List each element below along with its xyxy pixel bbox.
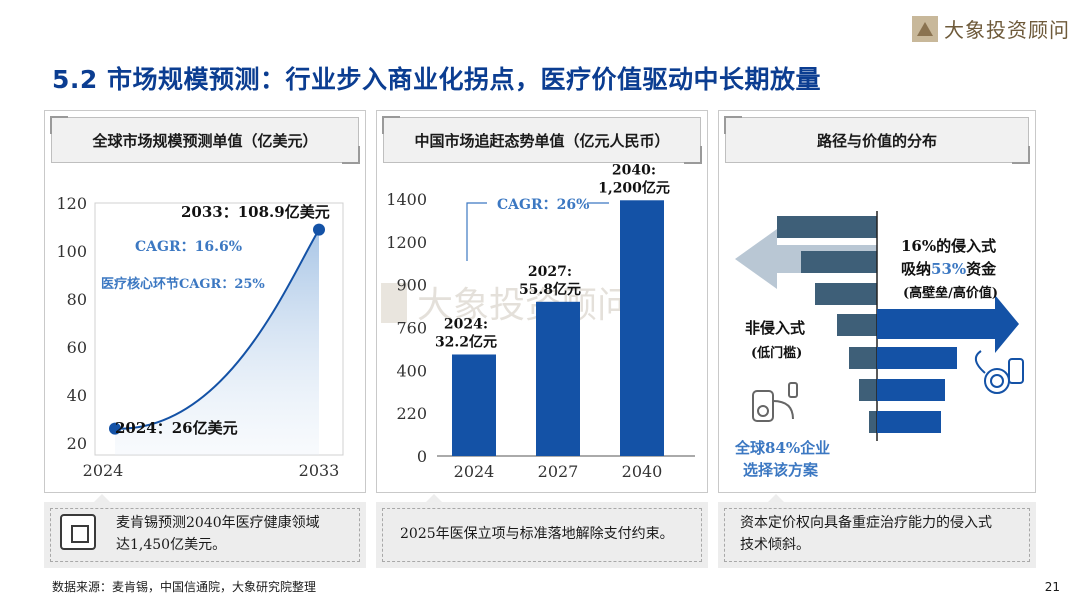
invasive-line3: (高壁垒/高价值) xyxy=(903,285,998,301)
funnel-bars xyxy=(777,216,877,433)
right-bar-1 xyxy=(877,347,957,369)
series-line xyxy=(114,229,320,430)
data-label: 2040: xyxy=(612,162,656,178)
elephant-logo-icon xyxy=(912,15,938,42)
page-title: 5.2 市场规模预测：行业步入商业化拐点，医疗价值驱动中长期放量 xyxy=(52,65,821,94)
panel-title: 中国市场追赶态势单值（亿元人民币） xyxy=(382,116,702,164)
funnel-bar-5 xyxy=(849,347,877,369)
value-distribution-diagram: 16%的侵入式 吸纳53%资金 (高壁垒/高价值) 非侵入式 (低门槛) 全球8… xyxy=(734,211,1024,479)
y-tick-label: 120 xyxy=(56,194,87,213)
y-tick-label: 80 xyxy=(67,290,87,309)
right-bars xyxy=(877,347,957,433)
note-distribution: 资本定价权向具备重症治疗能力的侵入式 技术倾斜。 xyxy=(718,494,1036,568)
y-tick-label: 1200 xyxy=(386,233,427,252)
y-tick-label: 400 xyxy=(396,361,427,380)
area-fill xyxy=(115,229,319,455)
y-tick-label: 220 xyxy=(396,404,427,423)
panel-global-market: 全球市场规模预测单值（亿美元） 20 40 60 80 100 120 2024 2033 2… xyxy=(44,110,366,493)
panel-china-market: 中国市场追赶态势单值（亿元人民币） 大象投资顾问 0 220 400 760 900 12… xyxy=(376,110,708,493)
annotation-start: 2024：26亿美元 xyxy=(115,419,238,437)
note-china: 2025年医保立项与标准落地解除支付约束。 xyxy=(376,494,708,568)
svg-text:大象投资顾问: 大象投资顾问 xyxy=(417,285,633,326)
data-point-2033 xyxy=(313,223,325,236)
y-tick-label: 760 xyxy=(396,319,427,338)
note-line: 达1,450亿美元。 xyxy=(116,537,227,553)
x-tick-label: 2033 xyxy=(299,461,340,480)
enterprise-line1: 全球84%企业 xyxy=(734,439,830,457)
y-tick-label: 900 xyxy=(396,276,427,295)
funnel-bar-6 xyxy=(859,379,877,401)
right-bar-2 xyxy=(877,379,945,401)
annotation-core-cagr: 医疗核心环节CAGR：25% xyxy=(101,276,265,292)
x-tick-label: 2027 xyxy=(538,462,579,481)
data-label: 32.2亿元 xyxy=(435,333,497,350)
panel-value-distribution: 路径与价值的分布 16%的侵入式 吸纳53%资金 (高壁垒/高价值) 非侵入式 … xyxy=(718,110,1036,493)
bar-2027 xyxy=(536,301,580,456)
y-tick-label: 1400 xyxy=(386,190,427,209)
data-label: 2027: xyxy=(528,264,572,280)
funnel-bar-1 xyxy=(777,216,877,238)
data-label: 2024: xyxy=(444,316,488,332)
panel-title: 全球市场规模预测单值（亿美元） xyxy=(50,116,360,164)
y-tick-label: 100 xyxy=(56,242,87,261)
note-line: 技术倾斜。 xyxy=(740,537,810,553)
x-tick-label: 2040 xyxy=(622,462,663,481)
data-point-2024 xyxy=(109,422,121,435)
global-market-chart: 20 40 60 80 100 120 2024 2033 2033：108.9亿美元 CAG… xyxy=(56,194,344,480)
y-tick-label: 40 xyxy=(67,386,87,405)
brand-name: 大象投资顾问 xyxy=(944,18,1070,42)
page-number: 21 xyxy=(1044,580,1060,594)
y-tick-label: 20 xyxy=(67,434,87,453)
bar-2040 xyxy=(620,200,664,456)
cagr-bracket: CAGR：26% xyxy=(466,197,609,261)
panel-title: 路径与价值的分布 xyxy=(724,116,1030,164)
funnel-bar-4 xyxy=(837,314,877,336)
enterprise-line2: 选择该方案 xyxy=(743,461,819,479)
annotation-cagr: CAGR：16.6% xyxy=(135,239,242,255)
right-bar-3 xyxy=(877,411,941,433)
note-line: 2025年医保立项与标准落地解除支付约束。 xyxy=(400,526,674,542)
china-market-chart: 大象投资顾问 0 220 400 760 900 1200 1400 2024 2024:32… xyxy=(381,162,695,481)
implant-device-icon xyxy=(974,350,1024,394)
wearable-device-icon xyxy=(752,382,798,422)
note-global: 麦肯锡预测2040年医疗健康领域 达1,450亿美元。 xyxy=(44,494,366,568)
right-arrow xyxy=(877,295,1019,353)
non-invasive-line2: (低门槛) xyxy=(751,345,802,361)
annotation-end: 2033：108.9亿美元 xyxy=(181,203,330,221)
x-tick-label: 2024 xyxy=(454,462,495,481)
note-line: 资本定价权向具备重症治疗能力的侵入式 xyxy=(740,515,992,531)
data-source: 数据来源：麦肯锡，中国信通院，大象研究院整理 xyxy=(52,580,317,594)
non-invasive-line1: 非侵入式 xyxy=(745,319,805,337)
funnel-bar-7 xyxy=(869,411,877,433)
watermark: 大象投资顾问 xyxy=(381,283,633,326)
funnel-bar-2 xyxy=(801,251,877,273)
note-line: 麦肯锡预测2040年医疗健康领域 xyxy=(116,515,320,531)
data-label: 1,200亿元 xyxy=(598,179,670,196)
funnel-bar-3 xyxy=(815,283,877,305)
invasive-line2: 吸纳53%资金 xyxy=(901,260,997,278)
y-tick-label: 60 xyxy=(67,338,87,357)
invasive-line1: 16%的侵入式 xyxy=(901,237,996,255)
bar-2024 xyxy=(452,354,496,456)
brand-logo: 大象投资顾问 xyxy=(912,14,1070,43)
y-tick-label: 0 xyxy=(417,447,427,466)
data-label: 55.8亿元 xyxy=(519,281,581,298)
chip-icon xyxy=(60,514,96,550)
x-tick-label: 2024 xyxy=(83,461,124,480)
cagr-label: CAGR：26% xyxy=(497,197,589,213)
